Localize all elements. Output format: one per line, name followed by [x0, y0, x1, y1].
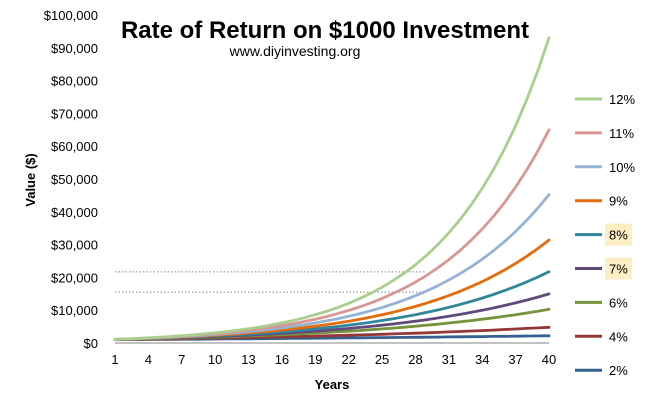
y-tick-label: $90,000	[51, 41, 98, 56]
x-tick-label: 31	[442, 352, 456, 367]
legend-label: 4%	[609, 329, 628, 344]
x-tick-label: 25	[375, 352, 389, 367]
series-lines	[113, 36, 551, 342]
x-axis-title: Years	[315, 377, 350, 392]
y-tick-labels: $0 $10,000 $20,000 $30,000 $40,000 $50,000 $60…	[44, 8, 98, 351]
y-tick-label: $20,000	[51, 270, 98, 285]
legend-label: 10%	[609, 160, 635, 175]
x-tick-label: 13	[241, 352, 255, 367]
x-tick-label: 19	[308, 352, 322, 367]
legend-label: 11%	[609, 126, 634, 141]
legend-highlight-box	[605, 223, 632, 246]
x-tick-labels: 1 4 7 10 13 16 19 22 25 28 31 34 37 40	[111, 352, 556, 367]
x-tick-label: 37	[508, 352, 522, 367]
y-tick-label: $40,000	[51, 205, 98, 220]
chart-title: Rate of Return on $1000 Investment	[121, 17, 529, 44]
reference-lines	[115, 271, 425, 293]
y-tick-label: $100,000	[44, 8, 98, 23]
series-line	[113, 36, 551, 341]
y-tick-label: $0	[84, 336, 98, 351]
legend-label: 6%	[609, 295, 628, 310]
y-axis-title: Value ($)	[23, 153, 38, 206]
chart-subtitle: www.diyinvesting.org	[229, 43, 361, 59]
legend-label: 8%	[609, 228, 628, 243]
legend-highlight-box	[605, 257, 632, 280]
legend-label: 9%	[609, 194, 628, 209]
y-tick-label: $10,000	[51, 303, 98, 318]
series-line	[113, 238, 551, 341]
y-tick-label: $50,000	[51, 172, 98, 187]
x-tick-label: 10	[208, 352, 222, 367]
x-tick-label: 22	[341, 352, 355, 367]
legend-highlight	[605, 223, 632, 280]
y-tick-label: $30,000	[51, 238, 98, 253]
legend-label: 2%	[609, 363, 628, 378]
x-tick-label: 7	[178, 352, 185, 367]
series-line	[113, 128, 551, 341]
x-tick-label: 28	[408, 352, 422, 367]
y-tick-label: $60,000	[51, 139, 98, 154]
x-tick-label: 1	[111, 352, 118, 367]
x-tick-label: 4	[145, 352, 152, 367]
y-tick-label: $70,000	[51, 106, 98, 121]
legend-label: 12%	[609, 92, 635, 107]
x-tick-label: 34	[475, 352, 489, 367]
y-tick-label: $80,000	[51, 74, 98, 89]
legend-label: 7%	[609, 262, 628, 277]
x-tick-label: 40	[542, 352, 556, 367]
legend: 12% 11% 10% 9% 8% 7% 6% 4% 2%	[575, 92, 635, 378]
x-tick-label: 16	[275, 352, 289, 367]
